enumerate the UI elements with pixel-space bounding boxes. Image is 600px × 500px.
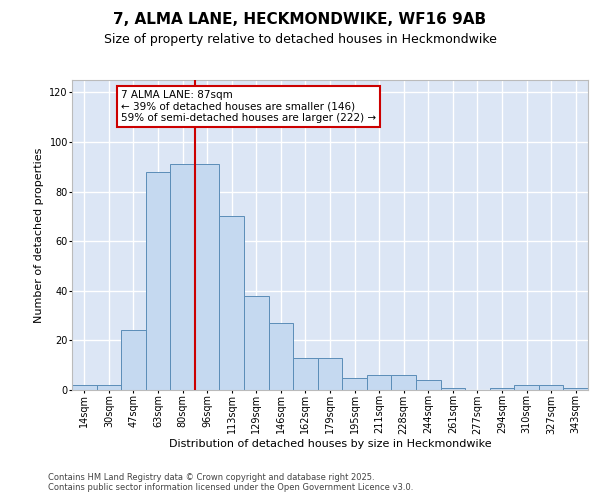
Bar [318,358,342,390]
Bar [490,388,514,390]
Text: 7 ALMA LANE: 87sqm
← 39% of detached houses are smaller (146)
59% of semi-detach: 7 ALMA LANE: 87sqm ← 39% of detached hou… [121,90,376,123]
Bar [342,378,367,390]
Y-axis label: Number of detached properties: Number of detached properties [34,148,44,322]
Bar [121,330,146,390]
Bar [563,388,588,390]
Bar [97,385,121,390]
Bar [72,385,97,390]
Bar [244,296,269,390]
Text: 7, ALMA LANE, HECKMONDWIKE, WF16 9AB: 7, ALMA LANE, HECKMONDWIKE, WF16 9AB [113,12,487,28]
Bar [170,164,195,390]
Text: Size of property relative to detached houses in Heckmondwike: Size of property relative to detached ho… [104,32,496,46]
Bar [440,388,465,390]
Bar [367,375,391,390]
Bar [146,172,170,390]
Bar [539,385,563,390]
Bar [416,380,440,390]
X-axis label: Distribution of detached houses by size in Heckmondwike: Distribution of detached houses by size … [169,439,491,449]
Bar [269,323,293,390]
Bar [391,375,416,390]
Text: Contains HM Land Registry data © Crown copyright and database right 2025.
Contai: Contains HM Land Registry data © Crown c… [48,473,413,492]
Bar [293,358,318,390]
Bar [220,216,244,390]
Bar [514,385,539,390]
Bar [195,164,220,390]
